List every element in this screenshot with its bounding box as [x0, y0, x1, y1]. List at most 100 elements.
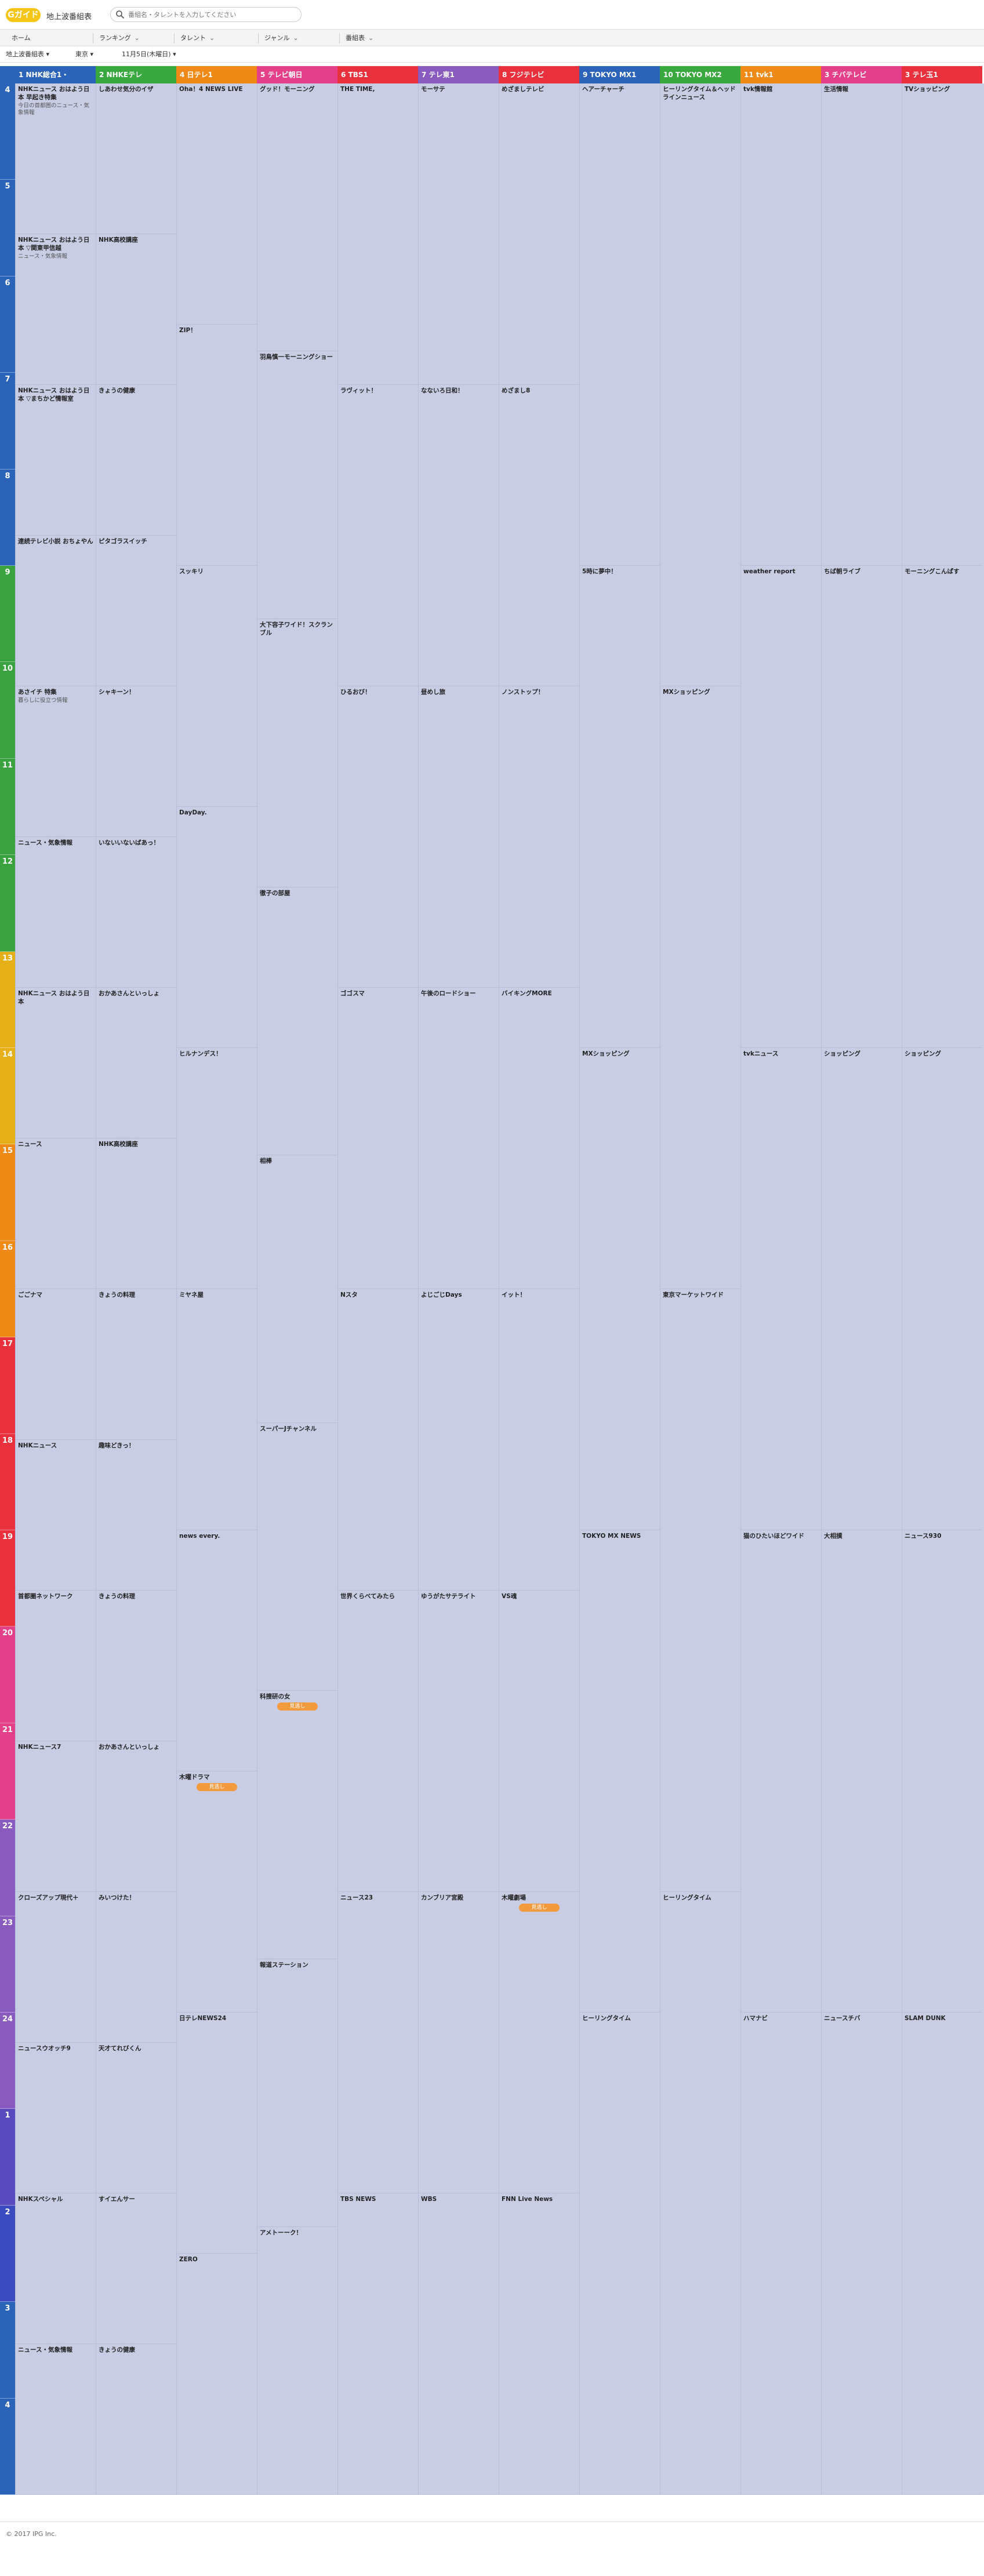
program-cell[interactable]: 趣味どきっ！ [96, 1440, 176, 1591]
program-cell[interactable]: おかあさんといっしょ [96, 988, 176, 1138]
search-box[interactable] [110, 7, 302, 22]
channel-header-1[interactable]: 2 NHKEテレ [96, 66, 176, 83]
program-cell[interactable]: 科捜研の女 見逃し [257, 1691, 337, 1959]
program-cell[interactable]: tvkニュース [741, 1048, 821, 1530]
program-cell[interactable]: あさイチ 特集 暮らしに役立つ情報 [16, 686, 96, 837]
program-cell[interactable]: FNN Live News [499, 2193, 579, 2495]
program-cell[interactable]: NHKニュース おはよう日本 ▽関東甲信越 ニュース・気象情報 [16, 234, 96, 385]
program-cell[interactable]: ゆうがたサテライト [419, 1591, 499, 1892]
program-cell[interactable]: 報道ステーション [257, 1959, 337, 2227]
program-cell[interactable]: 木曜ドラマ 見逃し [177, 1771, 257, 2013]
program-cell[interactable]: THE TIME, [338, 83, 418, 385]
nav-schedule[interactable]: 番組表 ⌄ [339, 33, 373, 43]
program-cell[interactable]: Nスタ [338, 1289, 418, 1591]
channel-header-3[interactable]: 5 テレビ朝日 [257, 66, 337, 83]
program-cell[interactable]: ヒルナンデス！ [177, 1048, 257, 1289]
program-cell[interactable]: 羽鳥慎一モーニングショー [257, 351, 337, 620]
program-cell[interactable]: きょうの健康 [96, 2344, 176, 2495]
program-cell[interactable]: スーパーJチャンネル [257, 1423, 337, 1691]
program-cell[interactable]: 5時に夢中！ [580, 566, 660, 1048]
program-cell[interactable]: モーニングこんぱす [902, 566, 982, 1048]
record-button[interactable]: 見逃し [277, 1702, 318, 1711]
program-cell[interactable]: ニュースチバ [822, 2013, 902, 2495]
program-cell[interactable]: 東京マーケットワイド [660, 1289, 740, 1892]
program-cell[interactable]: DayDay. [177, 807, 257, 1048]
program-cell[interactable]: ニュース23 [338, 1892, 418, 2193]
program-cell[interactable]: ピタゴラスイッチ [96, 536, 176, 686]
program-cell[interactable]: きょうの料理 [96, 1289, 176, 1440]
program-cell[interactable]: ショッピング [902, 1048, 982, 1530]
program-cell[interactable]: しあわせ気分のイザ [96, 83, 176, 234]
program-cell[interactable]: 大相撲 [822, 1530, 902, 2013]
program-cell[interactable]: VS魂 [499, 1591, 579, 1892]
program-cell[interactable]: MXショッピング [580, 1048, 660, 1530]
program-cell[interactable]: 相棒 [257, 1155, 337, 1424]
program-cell[interactable]: ZIP！ [177, 325, 257, 566]
program-cell[interactable]: ヒーリングタイム [580, 2013, 660, 2495]
program-cell[interactable]: 徹子の部屋 [257, 887, 337, 1155]
program-cell[interactable]: カンブリア宮殿 [419, 1892, 499, 2193]
program-cell[interactable]: ヒーリングタイム [660, 1892, 740, 2495]
program-cell[interactable]: TOKYO MX NEWS [580, 1530, 660, 2013]
program-cell[interactable]: めざましテレビ [499, 83, 579, 385]
program-cell[interactable]: 生活情報 [822, 83, 902, 566]
program-cell[interactable]: モーサテ [419, 83, 499, 385]
program-cell[interactable]: ノンストップ！ [499, 686, 579, 988]
record-button[interactable]: 見逃し [197, 1783, 237, 1791]
program-cell[interactable]: ちば朝ライブ [822, 566, 902, 1048]
program-cell[interactable]: NHKスペシャル [16, 2193, 96, 2344]
channel-header-9[interactable]: 11 tvk1 [740, 66, 821, 83]
channel-header-11[interactable]: 3 テレ玉1 [902, 66, 982, 83]
program-cell[interactable]: MXショッピング [660, 686, 740, 1289]
program-cell[interactable]: みいつけた！ [96, 1892, 176, 2043]
program-cell[interactable]: クローズアップ現代＋ [16, 1892, 96, 2043]
program-cell[interactable]: ニュース・気象情報 [16, 2344, 96, 2495]
program-cell[interactable]: ごごナマ [16, 1289, 96, 1440]
program-cell[interactable]: ハマナビ [741, 2013, 821, 2495]
program-cell[interactable]: TVショッピング [902, 83, 982, 566]
filter-type[interactable]: 地上波番組表 ▾ [6, 50, 50, 58]
program-cell[interactable]: ラヴィット！ [338, 385, 418, 686]
program-cell[interactable]: よじごじDays [419, 1289, 499, 1591]
channel-header-8[interactable]: 10 TOKYO MX2 [660, 66, 740, 83]
channel-header-10[interactable]: 3 チバテレビ [821, 66, 902, 83]
channel-header-5[interactable]: 7 テレ東1 [418, 66, 499, 83]
program-cell[interactable]: NHKニュース7 [16, 1741, 96, 1892]
nav-talent[interactable]: タレント ⌄ [174, 33, 215, 43]
program-cell[interactable]: 猫のひたいほどワイド [741, 1530, 821, 2013]
program-cell[interactable]: スッキリ [177, 566, 257, 807]
search-input[interactable] [128, 9, 296, 20]
program-cell[interactable]: 連続テレビ小説 おちょやん [16, 536, 96, 686]
channel-header-6[interactable]: 8 フジテレビ [499, 66, 579, 83]
program-cell[interactable]: 木曜劇場 見逃し [499, 1892, 579, 2193]
program-cell[interactable]: NHKニュース おはよう日本 ▽まちかど情報室 [16, 385, 96, 536]
program-cell[interactable]: TBS NEWS [338, 2193, 418, 2495]
channel-header-7[interactable]: 9 TOKYO MX1 [579, 66, 660, 83]
program-cell[interactable]: 首都圏ネットワーク [16, 1591, 96, 1741]
program-cell[interactable]: ニュース・気象情報 [16, 837, 96, 988]
program-cell[interactable]: シャキーン！ [96, 686, 176, 837]
channel-header-0[interactable]: 1 NHK総合1・ [15, 66, 96, 83]
program-cell[interactable]: NHK高校講座 [96, 1138, 176, 1289]
program-cell[interactable]: ニュース [16, 1138, 96, 1289]
program-cell[interactable]: バイキングMORE [499, 988, 579, 1289]
program-cell[interactable]: アメトーーク！ [257, 2227, 337, 2495]
channel-header-2[interactable]: 4 日テレ1 [176, 66, 257, 83]
program-cell[interactable]: NHKニュース [16, 1440, 96, 1591]
program-cell[interactable]: SLAM DUNK [902, 2013, 982, 2495]
program-cell[interactable]: ニュース930 [902, 1530, 982, 2013]
channel-header-4[interactable]: 6 TBS1 [337, 66, 418, 83]
program-cell[interactable]: なないろ日和！ [419, 385, 499, 686]
program-cell[interactable]: Oha！4 NEWS LIVE [177, 83, 257, 325]
program-cell[interactable]: 天才てれびくん [96, 2043, 176, 2193]
program-cell[interactable]: いないいないばあっ！ [96, 837, 176, 988]
program-cell[interactable]: きょうの健康 [96, 385, 176, 536]
program-cell[interactable]: NHK高校講座 [96, 234, 176, 385]
program-cell[interactable]: ヘアーチャーチ [580, 83, 660, 566]
program-cell[interactable]: イット！ [499, 1289, 579, 1591]
program-cell[interactable]: おかあさんといっしょ [96, 1741, 176, 1892]
program-cell[interactable]: 大下容子ワイド！スクランブル [257, 619, 337, 887]
program-cell[interactable]: WBS [419, 2193, 499, 2495]
program-cell[interactable]: ニュースウオッチ9 [16, 2043, 96, 2193]
logo[interactable]: Gガイド [6, 8, 41, 22]
